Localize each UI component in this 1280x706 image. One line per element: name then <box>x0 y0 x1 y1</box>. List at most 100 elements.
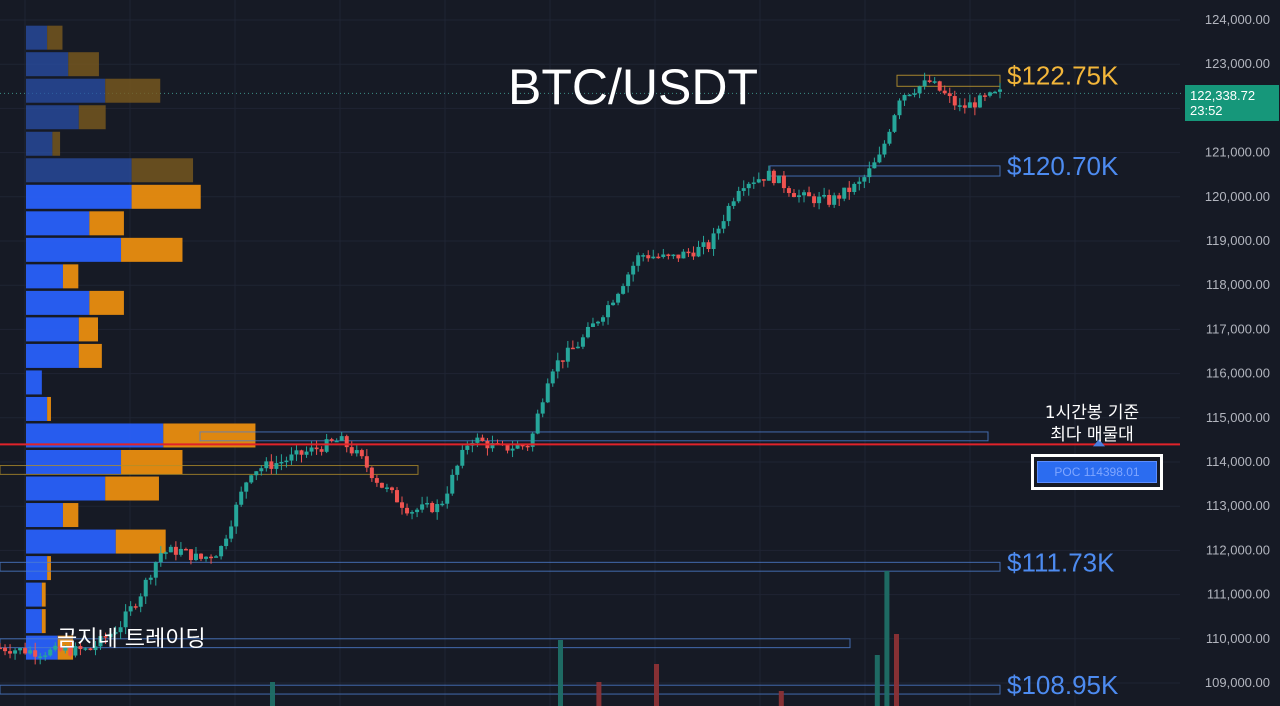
candle-body <box>982 95 987 97</box>
candle-body <box>349 447 354 454</box>
candles <box>0 72 1002 665</box>
candle-body <box>666 254 671 256</box>
candle-body <box>158 553 163 563</box>
candle-body <box>133 606 138 608</box>
candle-body <box>359 450 364 457</box>
candle-body <box>344 436 349 448</box>
candle-body <box>520 444 525 447</box>
level-label: $108.95K <box>1007 670 1119 700</box>
y-tick-label: 121,000.00 <box>1205 145 1270 160</box>
volume-profile-sell-bar <box>47 556 51 581</box>
candle-body <box>68 647 73 656</box>
volume-profile-buy-bar <box>26 476 106 501</box>
candle-body <box>505 443 510 451</box>
candle-body <box>183 548 188 551</box>
candle-body <box>108 633 113 638</box>
candle-body <box>209 556 214 559</box>
volume-profile-sell-bar <box>105 476 159 501</box>
current-price-tag: 122,338.72 23:52 <box>1185 85 1279 121</box>
candle-body <box>33 650 38 657</box>
candle-body <box>651 256 656 259</box>
poc-arrow-icon <box>1093 439 1105 447</box>
candle-body <box>193 553 198 561</box>
candle-body <box>48 649 53 656</box>
candle-body <box>621 286 626 294</box>
candle-body <box>113 632 118 634</box>
candle-body <box>696 246 701 257</box>
candle-body <box>791 193 796 198</box>
candle-body <box>525 445 530 448</box>
candle-body <box>490 443 495 449</box>
candle-body <box>832 195 837 205</box>
candle-body <box>952 96 957 106</box>
candle-body <box>812 196 817 204</box>
candle-body <box>706 242 711 250</box>
candle-body <box>123 611 128 628</box>
volume-profile-sell-bar <box>47 25 63 50</box>
y-tick-label: 117,000.00 <box>1206 321 1270 336</box>
candle-body <box>842 187 847 199</box>
volume-profile-sell-bar <box>78 105 106 130</box>
y-tick-label: 123,000.00 <box>1205 56 1270 71</box>
level-label: $120.70K <box>1007 151 1119 181</box>
candle-body <box>515 444 520 449</box>
candle-body <box>580 337 585 347</box>
candle-body <box>661 254 666 257</box>
volume-profile-sell-bar <box>115 529 166 554</box>
candle-body <box>807 192 812 197</box>
candle-body <box>595 321 600 324</box>
candle-body <box>721 221 726 229</box>
candle-body <box>259 468 264 472</box>
candle-body <box>435 504 440 513</box>
candle-body <box>324 439 329 452</box>
volume-profile-buy-bar <box>26 370 42 395</box>
volume-profile-buy-bar <box>26 158 132 183</box>
volume-profile-buy-bar <box>26 290 90 315</box>
candle-body <box>455 465 460 475</box>
volume-profile-sell-bar <box>47 396 51 421</box>
candle-body <box>244 482 249 492</box>
level-zone-box <box>896 74 1001 87</box>
candle-body <box>585 326 590 338</box>
candle-body <box>545 383 550 403</box>
candle-body <box>731 201 736 206</box>
poc-note-line2: 최다 매물대 <box>1050 425 1134 445</box>
candle-body <box>138 596 143 607</box>
volume-profile-buy-bar <box>26 317 79 342</box>
candle-body <box>907 94 912 97</box>
candle-body <box>736 190 741 202</box>
candle-body <box>374 478 379 483</box>
candle-body <box>420 504 425 510</box>
volume-bar <box>894 634 899 706</box>
candle-body <box>334 440 339 443</box>
y-tick-label: 115,000.00 <box>1206 410 1270 425</box>
candle-body <box>103 636 108 638</box>
volume-profile-sell-bar <box>78 317 98 342</box>
candle-body <box>53 645 58 650</box>
candle-body <box>701 242 706 247</box>
candle-body <box>967 102 972 108</box>
candle-body <box>636 255 641 266</box>
volume-bar <box>778 691 784 706</box>
candle-body <box>163 552 168 554</box>
candle-body <box>867 168 872 178</box>
candle-body <box>475 437 480 443</box>
candle-body <box>601 317 606 322</box>
candle-body <box>314 447 319 450</box>
candle-body <box>962 105 967 108</box>
level-zone-box <box>0 465 419 475</box>
candle-body <box>942 90 947 94</box>
candle-body <box>766 170 771 181</box>
candle-body <box>128 606 133 612</box>
volume-profile-sell-bar <box>41 582 46 607</box>
candle-body <box>460 449 465 466</box>
volume-bar <box>654 664 659 706</box>
candle-body <box>38 656 43 658</box>
candle-body <box>852 183 857 193</box>
volume-profile-buy-bar <box>26 396 48 421</box>
candle-body <box>741 188 746 191</box>
candle-body <box>13 650 18 654</box>
candle-body <box>927 80 932 83</box>
